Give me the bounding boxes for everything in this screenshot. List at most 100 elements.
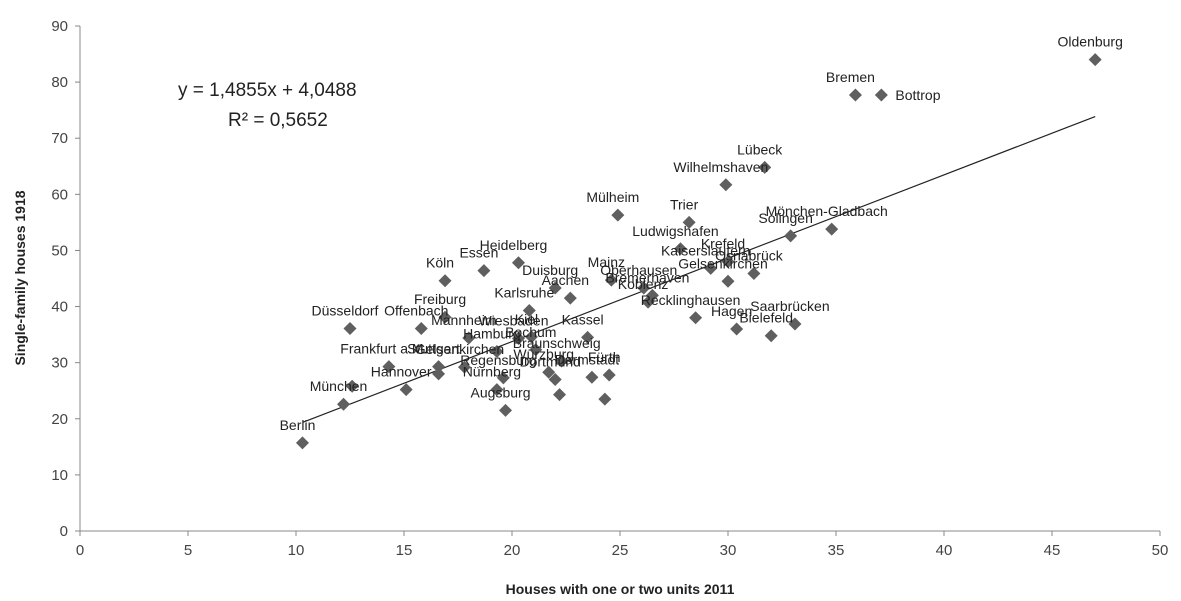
data-point <box>689 311 703 325</box>
data-point <box>438 274 452 288</box>
x-axis-title: Houses with one or two units 2011 <box>506 581 735 597</box>
x-tick-label: 35 <box>828 542 845 559</box>
data-point <box>602 368 616 382</box>
y-tick-label: 30 <box>51 355 68 372</box>
point-label: Mainz <box>588 254 625 270</box>
point-label: Bochum <box>505 324 556 340</box>
y-tick-label: 40 <box>51 299 68 316</box>
x-tick-label: 5 <box>184 542 192 559</box>
point-label: Mönchen-Gladbach <box>766 203 888 219</box>
point-label: Oberhausen <box>600 262 677 278</box>
point-label: Darmstadt <box>555 351 620 367</box>
point-label: Bremen <box>826 69 875 85</box>
point-label: München <box>310 378 368 394</box>
data-point <box>874 88 888 102</box>
point-label: Gelsenkirchen <box>415 341 505 357</box>
data-point <box>382 360 396 374</box>
y-tick-label: 20 <box>51 411 68 428</box>
data-point <box>432 360 446 374</box>
point-label: Heidelberg <box>480 237 548 253</box>
data-point <box>462 331 476 345</box>
data-point <box>719 178 733 192</box>
data-point <box>611 208 625 222</box>
data-point <box>721 274 735 288</box>
point-label: Hagen <box>711 303 752 319</box>
point-label: Bottrop <box>895 87 940 103</box>
point-label: Trier <box>670 196 699 212</box>
x-tick-label: 25 <box>612 542 629 559</box>
point-label: Wiesbaden <box>478 313 548 329</box>
point-label: Gelsenkirchen <box>678 255 768 271</box>
x-tick-label: 10 <box>288 542 305 559</box>
r-squared-label: R² = 0,5652 <box>228 110 328 131</box>
data-point <box>337 397 351 411</box>
data-point <box>345 379 359 393</box>
data-point <box>730 322 744 336</box>
point-label: Augsburg <box>471 384 531 400</box>
point-label: Kiel <box>515 311 538 327</box>
data-point <box>542 365 556 379</box>
data-point <box>490 383 504 397</box>
data-points <box>295 53 1102 450</box>
point-label: Karlsruhe <box>494 284 554 300</box>
point-label: Kaiserslautern <box>661 242 751 258</box>
point-label: Krefeld <box>701 236 745 252</box>
point-label: Braunschweig <box>513 335 601 351</box>
y-tick-label: 60 <box>51 186 68 203</box>
point-label: Hannover <box>371 364 432 380</box>
point-label: Offenbach <box>384 302 448 318</box>
data-point <box>581 330 595 344</box>
point-label: Mülheim <box>586 189 639 205</box>
data-point <box>563 291 577 305</box>
point-label: Düsseldorf <box>312 302 379 318</box>
data-point <box>548 281 562 295</box>
data-point <box>496 371 510 385</box>
data-point <box>585 370 599 384</box>
point-label: Bielefeld <box>739 310 793 326</box>
y-axis-title: Single-family houses 1918 <box>12 190 28 365</box>
data-point <box>477 264 491 278</box>
data-point <box>598 392 612 406</box>
y-tick-label: 10 <box>51 467 68 484</box>
point-label: Nürnberg <box>463 364 521 380</box>
point-label: Hamburg <box>463 325 521 341</box>
point-label: Frankfurt a.M. <box>340 341 427 357</box>
y-tick-label: 0 <box>60 523 68 540</box>
point-label: Stuttgart <box>407 341 460 357</box>
point-label: Mannheim <box>431 312 496 328</box>
point-labels: Oldenburg Bremen Bottrop Lübeck Wilhelmshave… <box>280 34 1123 433</box>
data-point <box>438 310 452 324</box>
data-point <box>295 436 309 450</box>
data-point <box>641 295 655 309</box>
point-label: Köln <box>426 255 454 271</box>
data-point <box>511 332 525 346</box>
data-point <box>848 88 862 102</box>
data-point <box>764 329 778 343</box>
data-point <box>788 317 802 331</box>
point-label: Kassel <box>562 311 604 327</box>
point-label: Recklinghausen <box>641 292 741 308</box>
x-tick-label: 50 <box>1152 542 1169 559</box>
data-point <box>758 160 772 174</box>
data-point <box>499 403 513 417</box>
y-tick-label: 50 <box>51 242 68 259</box>
point-label: Fürth <box>588 349 621 365</box>
point-label: Oldenburg <box>1058 34 1123 50</box>
point-label: Berlin <box>280 417 316 433</box>
data-point <box>529 343 543 357</box>
data-point <box>784 229 798 243</box>
data-point <box>1088 53 1102 67</box>
x-tick-label: 20 <box>504 542 521 559</box>
x-tick-label: 15 <box>396 542 413 559</box>
data-point <box>524 330 538 344</box>
x-tick-label: 30 <box>720 542 737 559</box>
data-point <box>637 281 651 295</box>
trendline-equation: y = 1,4855x + 4,0488 <box>178 80 357 101</box>
point-label: Ludwigshafen <box>632 223 718 239</box>
data-point <box>555 354 569 368</box>
data-point <box>553 388 567 402</box>
y-tick-label: 80 <box>51 74 68 91</box>
data-point <box>747 266 761 280</box>
data-point <box>414 321 428 335</box>
